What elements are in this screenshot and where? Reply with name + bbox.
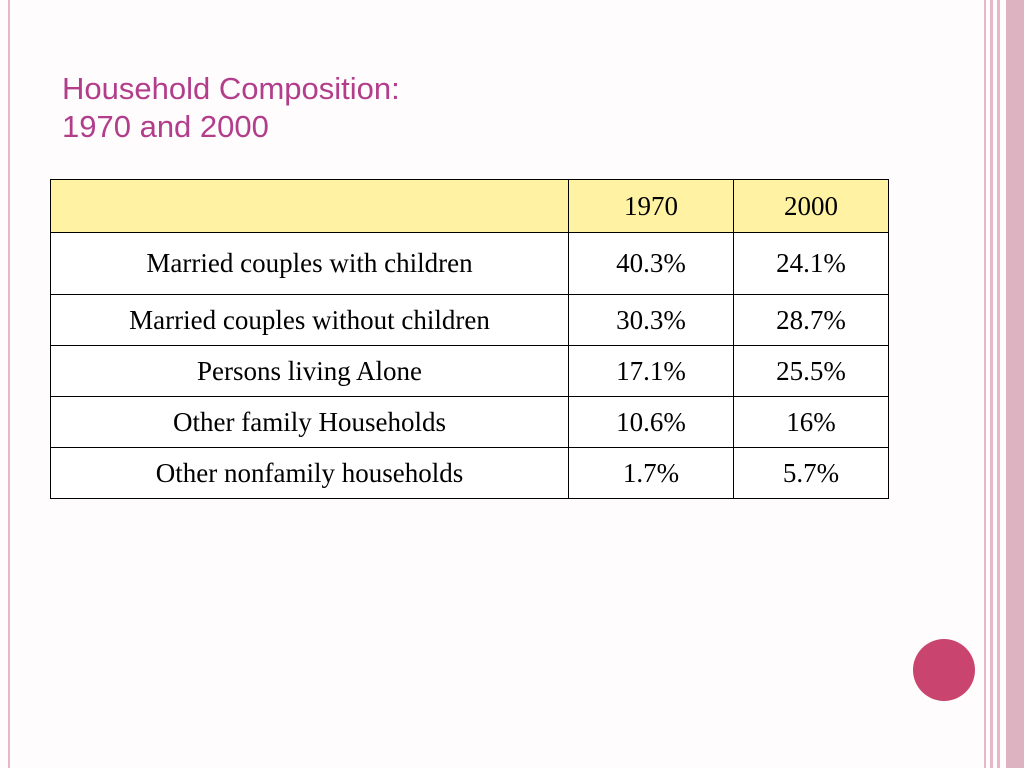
stripe bbox=[997, 0, 1000, 768]
row-label: Married couples with children bbox=[50, 232, 569, 295]
header-cell-category bbox=[50, 179, 569, 233]
header-cell-2000: 2000 bbox=[733, 179, 889, 233]
cell-2000: 25.5% bbox=[733, 345, 889, 397]
row-label: Persons living Alone bbox=[50, 345, 569, 397]
row-label: Other family Households bbox=[50, 396, 569, 448]
right-decorative-stripes bbox=[984, 0, 1024, 768]
decorative-circle bbox=[913, 639, 975, 701]
table-row: Married couples without children 30.3% 2… bbox=[50, 294, 889, 346]
row-label: Married couples without children bbox=[50, 294, 569, 346]
stripe bbox=[984, 0, 986, 768]
cell-2000: 28.7% bbox=[733, 294, 889, 346]
household-composition-table: 1970 2000 Married couples with children … bbox=[50, 179, 889, 499]
page-title: Household Composition: 1970 and 2000 bbox=[62, 70, 400, 146]
row-label: Other nonfamily households bbox=[50, 447, 569, 499]
stripe bbox=[990, 0, 993, 768]
cell-1970: 10.6% bbox=[568, 396, 734, 448]
table-header-row: 1970 2000 bbox=[50, 179, 889, 233]
cell-2000: 24.1% bbox=[733, 232, 889, 295]
cell-2000: 5.7% bbox=[733, 447, 889, 499]
header-cell-1970: 1970 bbox=[568, 179, 734, 233]
cell-1970: 1.7% bbox=[568, 447, 734, 499]
cell-2000: 16% bbox=[733, 396, 889, 448]
stripe bbox=[1006, 0, 1024, 768]
table-row: Persons living Alone 17.1% 25.5% bbox=[50, 345, 889, 397]
cell-1970: 40.3% bbox=[568, 232, 734, 295]
title-line-2: 1970 and 2000 bbox=[62, 109, 269, 144]
table-row: Other family Households 10.6% 16% bbox=[50, 396, 889, 448]
cell-1970: 30.3% bbox=[568, 294, 734, 346]
left-border-rule bbox=[8, 0, 10, 768]
cell-1970: 17.1% bbox=[568, 345, 734, 397]
table-row: Married couples with children 40.3% 24.1… bbox=[50, 232, 889, 295]
title-line-1: Household Composition: bbox=[62, 71, 400, 106]
table-row: Other nonfamily households 1.7% 5.7% bbox=[50, 447, 889, 499]
